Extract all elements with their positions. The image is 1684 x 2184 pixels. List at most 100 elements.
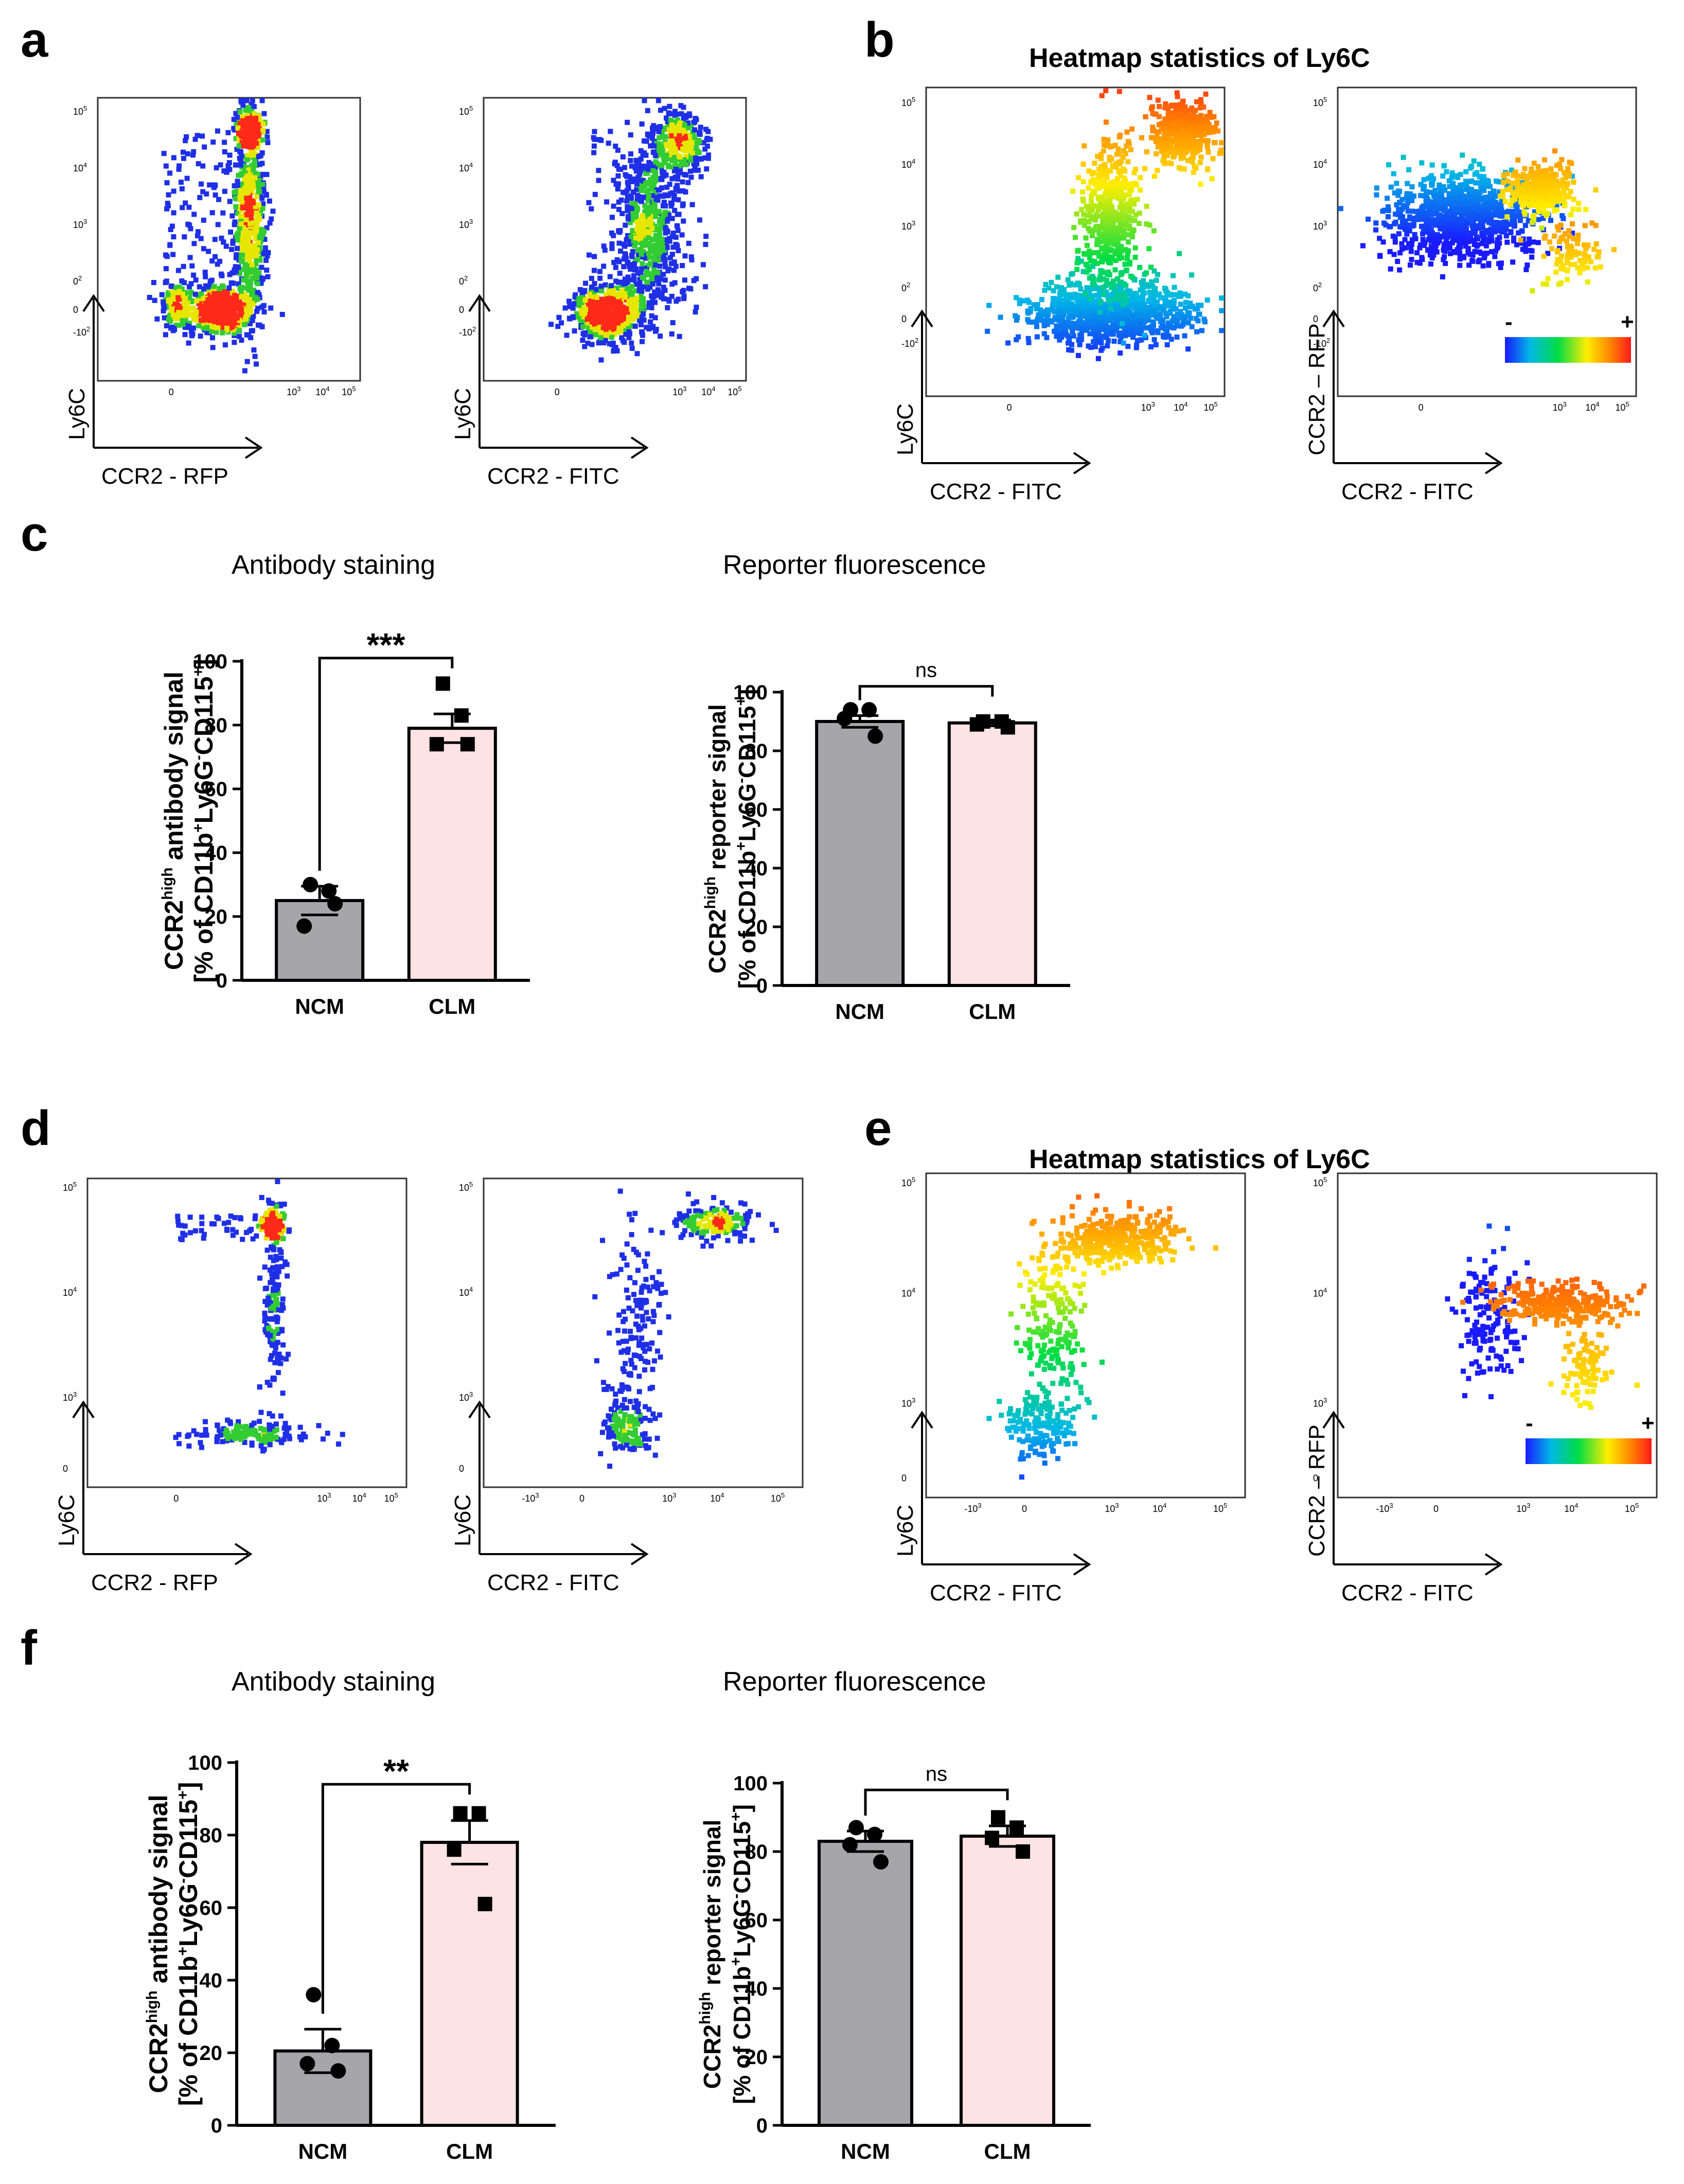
event-dot xyxy=(252,157,258,163)
event-dot xyxy=(590,299,596,305)
event-dot xyxy=(1183,305,1189,311)
event-dot xyxy=(207,292,213,298)
event-dot xyxy=(672,113,678,118)
event-dot xyxy=(265,140,271,146)
event-dot xyxy=(1142,166,1148,171)
event-dot xyxy=(1090,170,1095,176)
event-dot xyxy=(634,295,640,301)
event-dot xyxy=(1158,295,1163,301)
event-dot xyxy=(580,308,586,314)
event-dot xyxy=(205,297,211,303)
event-dot xyxy=(1104,201,1109,207)
event-dot xyxy=(172,289,178,295)
event-dot xyxy=(166,317,171,323)
event-dot xyxy=(669,201,675,206)
event-dot xyxy=(641,317,647,323)
event-dot xyxy=(1096,295,1102,301)
event-dot xyxy=(206,249,211,254)
event-dot xyxy=(1080,269,1086,274)
event-dot xyxy=(264,172,270,178)
event-dot xyxy=(234,245,240,251)
label-part: 5 xyxy=(1323,96,1327,103)
event-dot xyxy=(661,127,667,132)
event-dot xyxy=(172,327,178,332)
event-dot xyxy=(248,335,254,341)
event-dot xyxy=(220,210,226,216)
event-dot xyxy=(662,157,668,163)
event-dot xyxy=(602,320,608,325)
event-dot xyxy=(673,131,679,137)
event-dot xyxy=(250,200,256,206)
event-dot xyxy=(238,158,244,164)
event-dot xyxy=(601,263,607,269)
event-dot xyxy=(1175,94,1180,99)
event-dot xyxy=(1187,304,1193,310)
event-dot xyxy=(167,170,173,176)
event-dot xyxy=(1167,135,1173,141)
event-dot xyxy=(239,338,244,343)
event-dot xyxy=(1112,233,1118,238)
event-dot xyxy=(1148,324,1154,330)
event-dot xyxy=(658,124,663,130)
event-dot xyxy=(1087,249,1092,254)
event-dot xyxy=(683,172,689,178)
event-dot xyxy=(1157,306,1162,312)
panel-label-c: c xyxy=(21,506,48,561)
event-dot xyxy=(1069,272,1074,277)
event-dot xyxy=(1069,323,1074,329)
event-dot xyxy=(186,324,191,329)
event-dot xyxy=(255,126,261,131)
event-dot xyxy=(649,313,654,319)
event-dot xyxy=(255,171,261,177)
event-dot xyxy=(614,330,619,336)
event-dot xyxy=(652,171,658,177)
event-dot xyxy=(649,225,655,231)
event-dot xyxy=(232,222,237,227)
event-dot xyxy=(1005,340,1011,346)
event-dot xyxy=(632,176,637,182)
event-dot xyxy=(1154,151,1159,156)
event-dot xyxy=(243,217,249,222)
event-dot xyxy=(1128,273,1133,279)
event-dot xyxy=(665,218,670,224)
event-dot xyxy=(248,253,254,259)
event-dot xyxy=(1135,313,1141,319)
event-dot xyxy=(667,103,672,109)
event-dot xyxy=(1141,320,1146,325)
event-dot xyxy=(222,305,228,310)
event-dot xyxy=(1139,307,1145,312)
event-dot xyxy=(1146,297,1151,303)
event-dot xyxy=(252,137,257,143)
event-dot xyxy=(1107,272,1112,278)
y-tick-label: 103 xyxy=(73,218,87,230)
event-dot xyxy=(233,136,239,142)
event-dot xyxy=(564,332,570,338)
event-dot xyxy=(1106,256,1111,262)
event-dot xyxy=(639,226,645,232)
event-dot xyxy=(203,310,209,315)
event-dot xyxy=(695,167,701,173)
event-dot xyxy=(242,292,247,297)
y-axis-label: CCR2 – RFP xyxy=(1304,323,1330,455)
event-dot xyxy=(639,307,644,313)
event-dot xyxy=(1132,293,1138,298)
event-dot xyxy=(672,207,678,213)
event-dot xyxy=(1116,297,1122,303)
event-dot xyxy=(689,150,695,155)
event-dot xyxy=(236,172,241,178)
event-dot xyxy=(1109,256,1115,261)
event-dot xyxy=(1102,239,1107,244)
event-dot xyxy=(1182,115,1188,120)
event-dot xyxy=(193,311,199,317)
event-dot xyxy=(191,325,197,331)
event-dot xyxy=(1113,316,1119,322)
event-dot xyxy=(255,180,260,185)
event-dot xyxy=(566,298,572,304)
event-dot xyxy=(1175,108,1180,114)
event-dot xyxy=(643,239,648,244)
event-dot xyxy=(239,181,244,187)
event-dot xyxy=(1171,110,1176,116)
event-dot xyxy=(597,269,602,274)
event-dot xyxy=(1112,296,1118,302)
event-dot xyxy=(1151,173,1157,179)
